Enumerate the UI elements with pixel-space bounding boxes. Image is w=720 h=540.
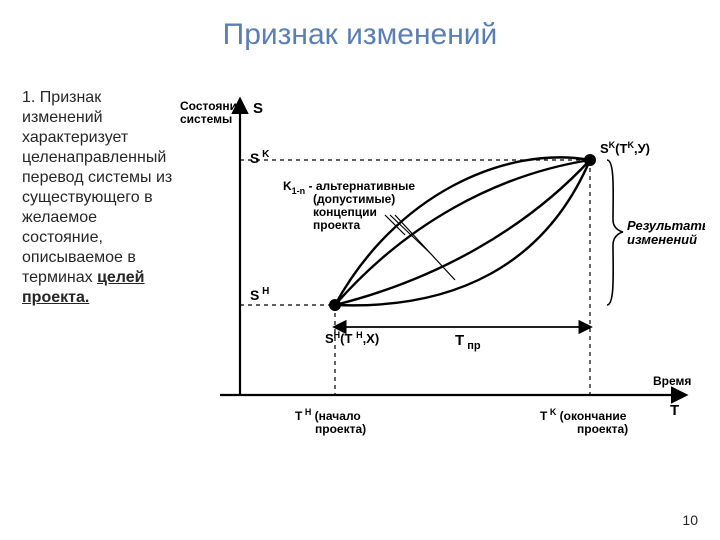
page-number: 10 — [682, 512, 698, 528]
y-axis-s: S — [253, 100, 263, 117]
body-text-plain: 1. Признак изменений характеризует целен… — [22, 89, 172, 286]
start-point — [329, 299, 341, 311]
end-point — [584, 154, 596, 166]
label-th: T H (начало проекта) — [295, 407, 366, 436]
label-sh-left: S H — [250, 286, 269, 303]
body-text: 1. Признак изменений характеризует целен… — [22, 88, 182, 308]
label-sk-point: SK(TK,У) — [600, 140, 650, 156]
x-axis-t: T — [670, 402, 679, 419]
slide: Признак изменений 1. Признак изменений х… — [0, 0, 720, 540]
label-tk: T K (окончание проекта) — [540, 407, 630, 436]
y-axis-label: Состояние системы — [180, 99, 247, 126]
label-tpr: T пр — [455, 332, 481, 352]
label-results: Результаты изменений — [627, 218, 705, 247]
x-axis-label: Время — [653, 374, 691, 388]
label-sh-point: SH(T H,X) — [325, 330, 379, 346]
diagram: Состояние системы S Время T — [175, 85, 705, 465]
slide-title: Признак изменений — [0, 18, 720, 52]
results-brace — [607, 160, 623, 305]
label-sk-left: S K — [250, 149, 270, 166]
